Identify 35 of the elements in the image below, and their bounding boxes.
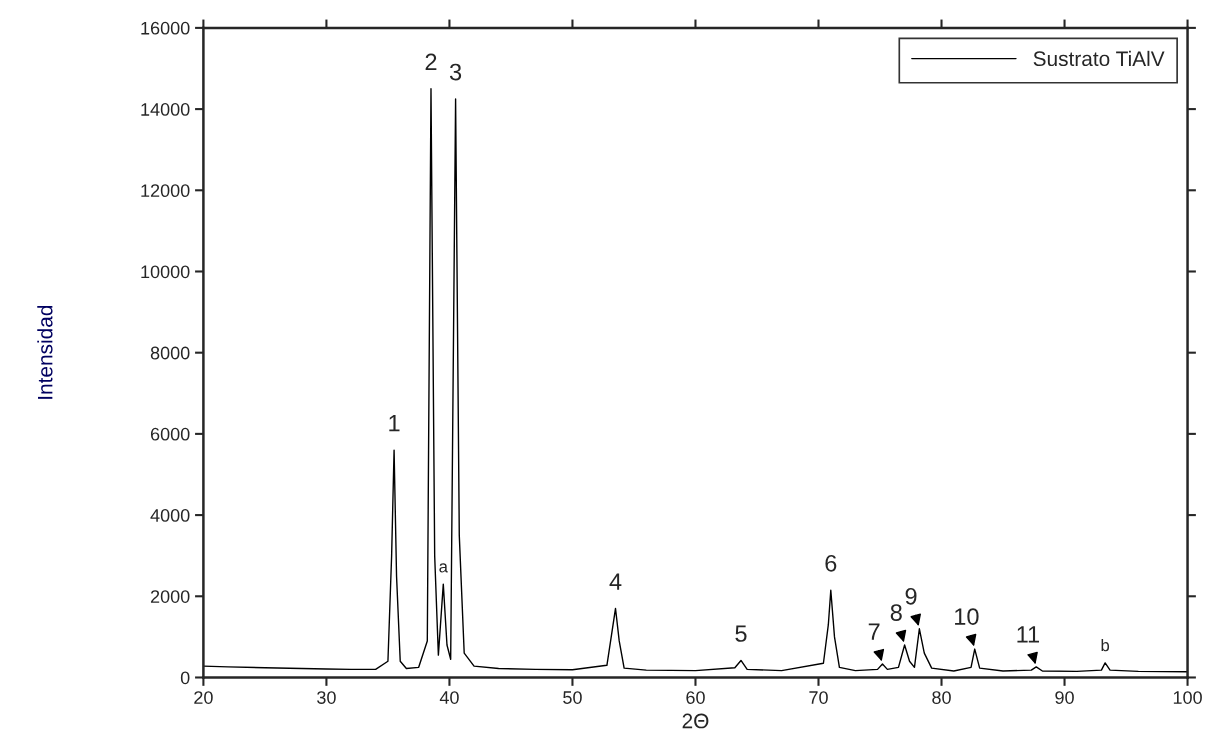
y-tick-label: 6000 [150, 427, 190, 441]
y-tick-label: 8000 [150, 346, 190, 360]
x-tick-label: 80 [932, 691, 951, 704]
annotation: 7 [868, 623, 880, 640]
y-tick-label: 12000 [141, 184, 190, 198]
annotation: 4 [609, 573, 622, 590]
x-tick-label: 100 [1173, 691, 1202, 704]
annotation: 10 [955, 608, 979, 625]
x-tick-label: 30 [317, 691, 336, 704]
annotation: 6 [825, 554, 837, 572]
y-tick-label: 0 [180, 671, 190, 685]
y-tick-label: 14000 [141, 103, 190, 116]
y-tick-label: 2000 [150, 590, 190, 603]
x-tick-label: 70 [809, 691, 828, 704]
annotation: b [1101, 639, 1110, 652]
annotation: 1 [389, 415, 400, 432]
line-series [203, 88, 1188, 673]
text: Sustrato TiAlV [1033, 50, 1165, 67]
y-tick-label: 16000 [141, 21, 190, 35]
x-axis-title: 2Θ [682, 713, 709, 729]
annotation: 2 [425, 53, 437, 70]
x-tick-label: 40 [439, 691, 459, 704]
annotation: 11 [1017, 626, 1040, 643]
x-tick-label: 90 [1055, 691, 1074, 704]
annotation: 9 [905, 587, 917, 605]
annotation: a [439, 563, 448, 573]
annotation: 5 [735, 625, 747, 642]
x-tick-label: 60 [686, 691, 705, 704]
y-axis-title: Intensidad [37, 305, 53, 399]
x-tick-label: 50 [563, 691, 582, 704]
annotation: 8 [890, 604, 902, 621]
y-tick-label: 10000 [141, 265, 190, 279]
y-tick-label: 4000 [150, 509, 190, 522]
x-tick-label: 20 [194, 691, 213, 704]
annotation: 3 [449, 63, 462, 81]
